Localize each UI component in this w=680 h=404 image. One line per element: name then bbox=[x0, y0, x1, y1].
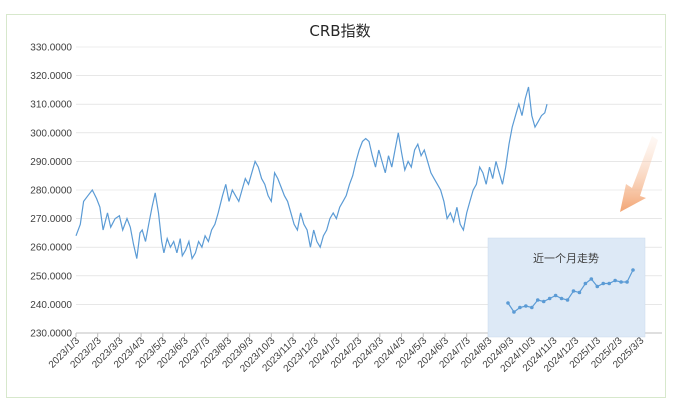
inset-point bbox=[607, 281, 611, 286]
x-axis-labels: 2023/1/32023/2/32023/3/32023/4/32023/5/3… bbox=[47, 335, 647, 375]
y-tick-label: 240.0000 bbox=[30, 300, 72, 311]
y-tick-label: 260.0000 bbox=[30, 243, 72, 254]
y-axis-labels: 230.0000 240.0000 250.0000 260.0000 270.0000… bbox=[30, 43, 72, 340]
inset-point bbox=[512, 310, 516, 314]
y-tick-label: 320.0000 bbox=[30, 71, 72, 82]
inset-point bbox=[595, 284, 600, 289]
y-tick-label: 310.0000 bbox=[30, 100, 72, 111]
chart-title: CRB指数 bbox=[309, 22, 371, 40]
y-tick-label: 330.0000 bbox=[30, 43, 72, 54]
inset-markers bbox=[506, 268, 635, 314]
inset-series-line bbox=[507, 269, 634, 313]
inset-background bbox=[487, 237, 646, 338]
y-tick-label: 300.0000 bbox=[30, 128, 72, 139]
down-arrow-icon bbox=[620, 136, 658, 212]
y-tick-label: 230.0000 bbox=[30, 329, 72, 340]
inset-point bbox=[619, 280, 623, 284]
grid-layer bbox=[75, 46, 662, 337]
y-tick-label: 270.0000 bbox=[30, 214, 72, 225]
inset-point bbox=[625, 280, 629, 284]
inset-point bbox=[524, 304, 528, 308]
inset-point bbox=[547, 296, 552, 301]
inset-point bbox=[553, 293, 558, 298]
inset-point bbox=[601, 281, 606, 286]
inset-point bbox=[583, 281, 588, 286]
inset-point bbox=[541, 299, 546, 304]
inset-point bbox=[565, 298, 570, 302]
inset-point bbox=[535, 298, 540, 302]
inset-point bbox=[559, 296, 564, 301]
inset-point bbox=[589, 277, 594, 281]
inset-point bbox=[577, 290, 582, 295]
inset-point bbox=[571, 289, 576, 293]
inset-title: 近一个月走势 bbox=[533, 252, 599, 265]
inset-point bbox=[530, 305, 534, 310]
y-tick-label: 250.0000 bbox=[30, 271, 72, 282]
inset-point bbox=[613, 278, 617, 283]
inset-point bbox=[506, 301, 510, 305]
inset-point bbox=[518, 305, 522, 310]
crb-series-line bbox=[75, 86, 548, 261]
y-tick-label: 290.0000 bbox=[30, 157, 72, 168]
y-tick-label: 280.0000 bbox=[30, 186, 72, 197]
inset-point bbox=[631, 268, 635, 272]
